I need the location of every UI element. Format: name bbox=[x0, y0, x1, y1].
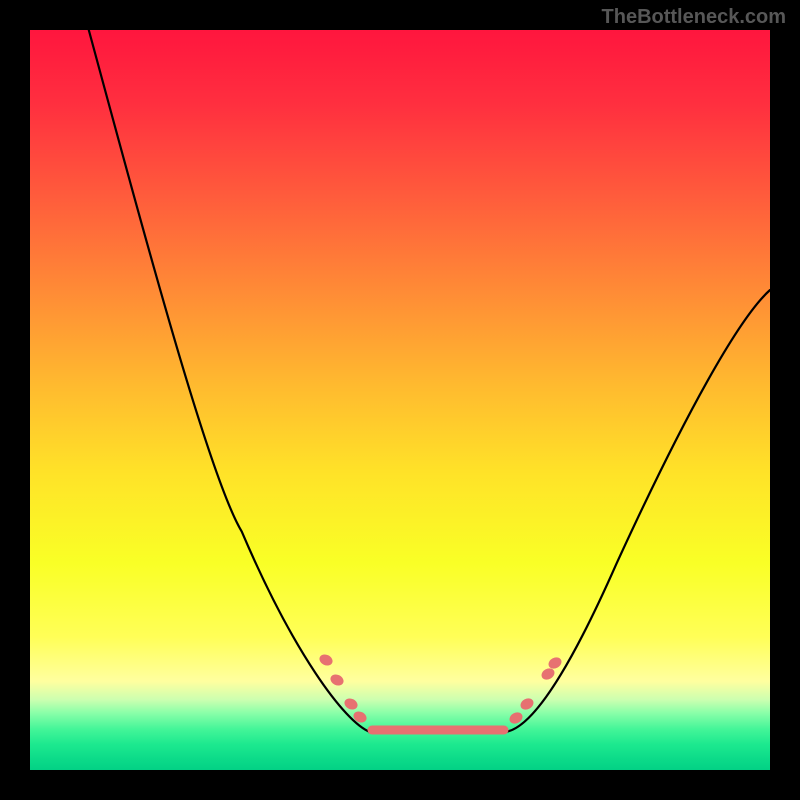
chart-svg bbox=[0, 0, 800, 800]
chart-stage: TheBottleneck.com bbox=[0, 0, 800, 800]
watermark-text: TheBottleneck.com bbox=[602, 6, 786, 29]
plot-area bbox=[30, 30, 770, 770]
